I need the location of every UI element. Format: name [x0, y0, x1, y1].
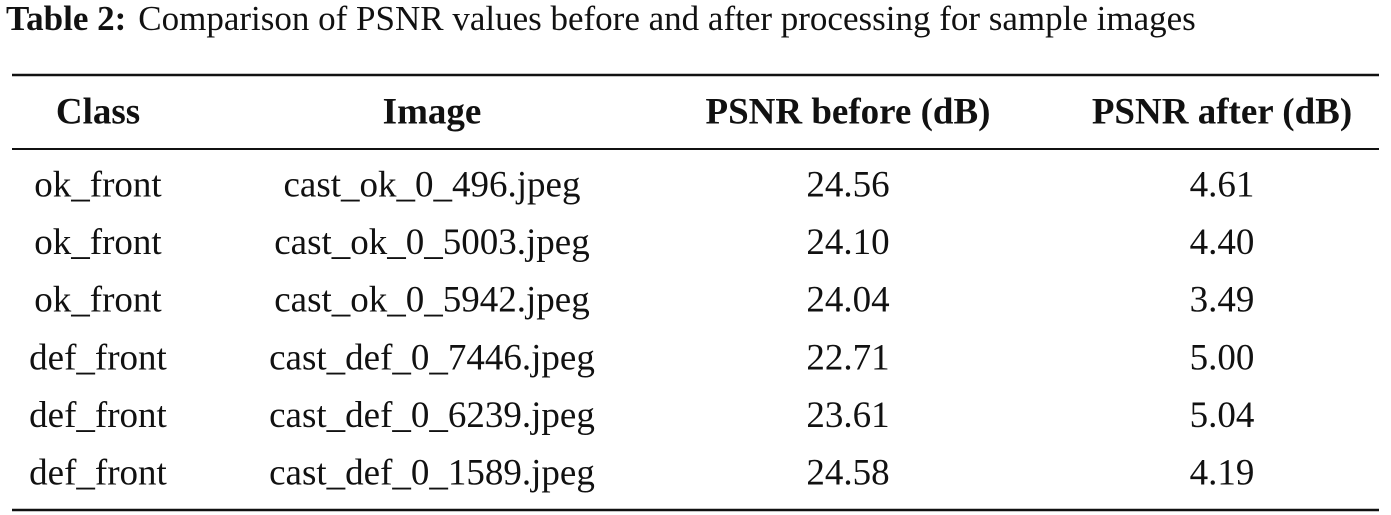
caption: Table 2: Comparison of PSNR values before… [6, 0, 1196, 38]
table-cell: 3.49 [1190, 280, 1255, 321]
table-cell: 5.04 [1190, 395, 1255, 436]
table-cell: def_front [29, 337, 167, 378]
table-cell: ok_front [34, 222, 162, 263]
table-cell: cast_def_0_6239.jpeg [269, 395, 595, 436]
column-header: Class [56, 91, 140, 132]
table-cell: def_front [29, 395, 167, 436]
table-cell: 24.58 [806, 452, 889, 493]
table-cell: cast_ok_0_5003.jpeg [274, 222, 589, 263]
table-cell: cast_def_0_7446.jpeg [269, 337, 595, 378]
table-cell: 23.61 [806, 395, 889, 436]
table-cell: cast_ok_0_496.jpeg [284, 164, 581, 205]
caption-label: Table 2: [6, 0, 126, 38]
column-header: Image [383, 91, 482, 132]
caption-text: Comparison of PSNR values before and aft… [138, 0, 1196, 38]
table-cell: cast_def_0_1589.jpeg [269, 452, 595, 493]
column-header: PSNR after (dB) [1092, 91, 1352, 132]
table-cell: 24.56 [806, 164, 889, 205]
table-cell: 4.61 [1190, 164, 1255, 205]
table-cell: 4.40 [1190, 222, 1255, 263]
table-cell: def_front [29, 452, 167, 493]
table-cell: 24.10 [806, 222, 889, 263]
table-cell: 24.04 [806, 280, 889, 321]
table-cell: 4.19 [1190, 452, 1255, 493]
table-cell: ok_front [34, 164, 162, 205]
table-cell: ok_front [34, 280, 162, 321]
table-cell: 22.71 [806, 337, 889, 378]
table-cell: 5.00 [1190, 337, 1255, 378]
column-header: PSNR before (dB) [705, 91, 990, 132]
table-cell: cast_ok_0_5942.jpeg [274, 280, 589, 321]
